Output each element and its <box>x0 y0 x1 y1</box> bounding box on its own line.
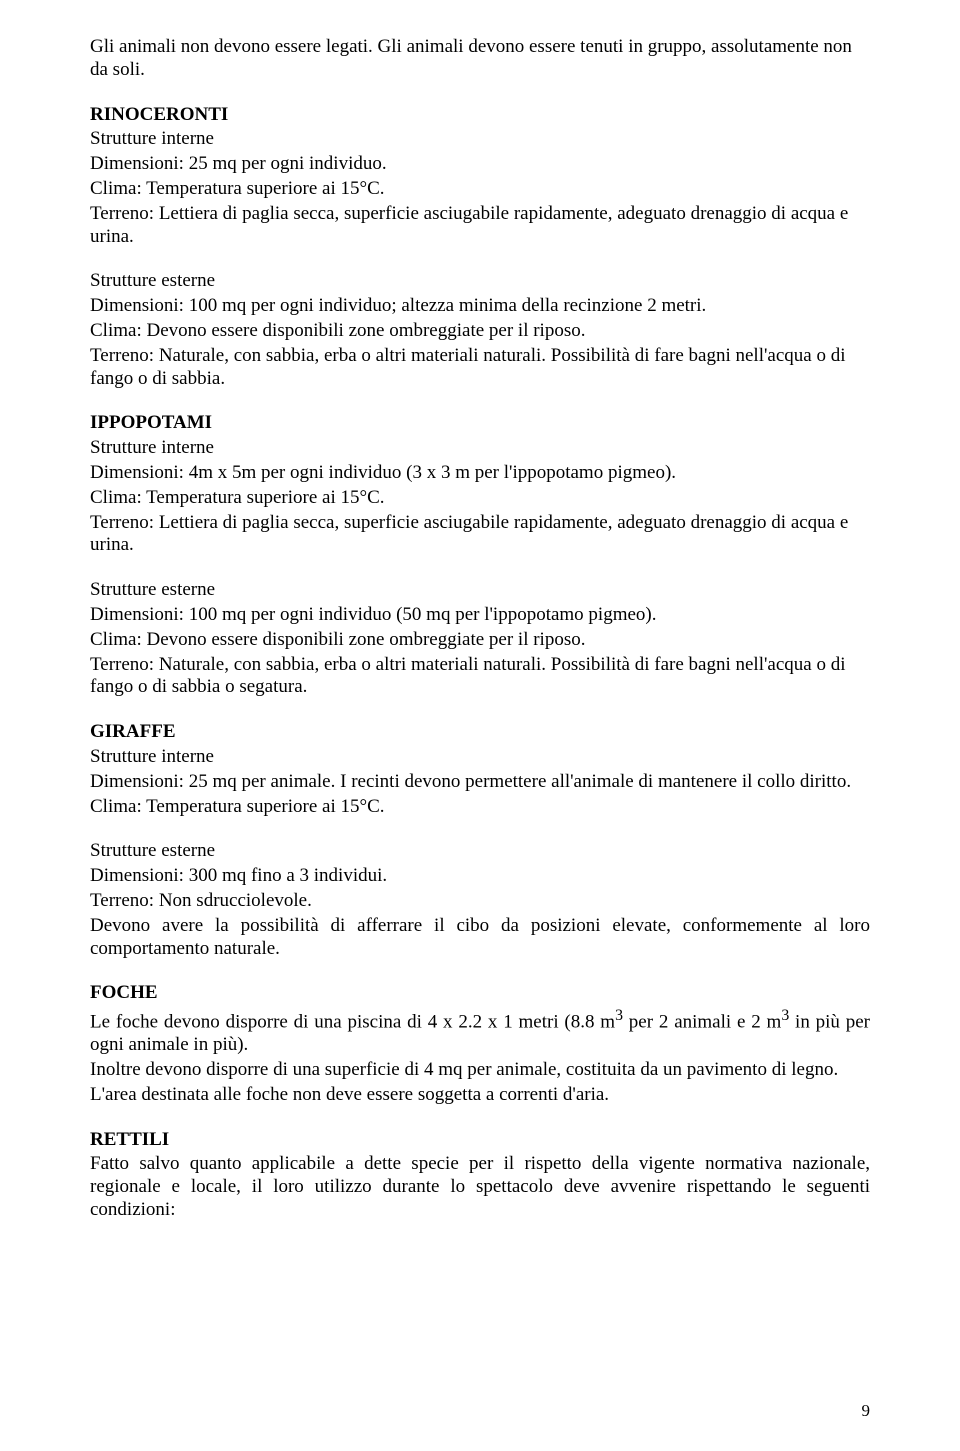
label-strutture-interne: Strutture interne <box>90 128 870 151</box>
text-terreno: Terreno: Lettiera di paglia secca, super… <box>90 512 870 558</box>
text-terreno: Terreno: Naturale, con sabbia, erba o al… <box>90 345 870 391</box>
text-dimensioni: Dimensioni: 25 mq per animale. I recinti… <box>90 771 870 794</box>
section-heading-rettili: RETTILI <box>90 1129 870 1152</box>
document-page: Gli animali non devono essere legati. Gl… <box>0 0 960 1451</box>
text-dimensioni: Dimensioni: 25 mq per ogni individuo. <box>90 153 870 176</box>
text-clima: Clima: Temperatura superiore ai 15°C. <box>90 796 870 819</box>
section-heading-ippopotami: IPPOPOTAMI <box>90 412 870 435</box>
text-dimensioni: Dimensioni: 300 mq fino a 3 individui. <box>90 865 870 888</box>
text-clima: Clima: Devono essere disponibili zone om… <box>90 629 870 652</box>
text-clima: Clima: Devono essere disponibili zone om… <box>90 320 870 343</box>
text-dimensioni: Dimensioni: 100 mq per ogni individuo; a… <box>90 295 870 318</box>
label-strutture-interne: Strutture interne <box>90 746 870 769</box>
text-terreno: Terreno: Non sdrucciolevole. <box>90 890 870 913</box>
text-foche-superficie: Inoltre devono disporre di una superfici… <box>90 1059 870 1082</box>
text-terreno: Terreno: Lettiera di paglia secca, super… <box>90 203 870 249</box>
text-span: per 2 animali e 2 m <box>623 1011 781 1032</box>
text-dimensioni: Dimensioni: 4m x 5m per ogni individuo (… <box>90 462 870 485</box>
text-dimensioni: Dimensioni: 100 mq per ogni individuo (5… <box>90 604 870 627</box>
text-note: Devono avere la possibilità di afferrare… <box>90 915 870 961</box>
label-strutture-interne: Strutture interne <box>90 437 870 460</box>
section-heading-foche: FOCHE <box>90 982 870 1005</box>
text-terreno: Terreno: Naturale, con sabbia, erba o al… <box>90 654 870 700</box>
superscript-3: 3 <box>615 1007 623 1024</box>
section-heading-rinoceronti: RINOCERONTI <box>90 104 870 127</box>
label-strutture-esterne: Strutture esterne <box>90 270 870 293</box>
text-foche-piscina: Le foche devono disporre di una piscina … <box>90 1007 870 1057</box>
text-clima: Clima: Temperatura superiore ai 15°C. <box>90 487 870 510</box>
label-strutture-esterne: Strutture esterne <box>90 579 870 602</box>
intro-paragraph: Gli animali non devono essere legati. Gl… <box>90 36 870 82</box>
section-heading-giraffe: GIRAFFE <box>90 721 870 744</box>
label-strutture-esterne: Strutture esterne <box>90 840 870 863</box>
text-clima: Clima: Temperatura superiore ai 15°C. <box>90 178 870 201</box>
text-foche-aria: L'area destinata alle foche non deve ess… <box>90 1084 870 1107</box>
text-rettili: Fatto salvo quanto applicabile a dette s… <box>90 1153 870 1221</box>
text-span: Le foche devono disporre di una piscina … <box>90 1011 615 1032</box>
page-number: 9 <box>862 1401 871 1421</box>
